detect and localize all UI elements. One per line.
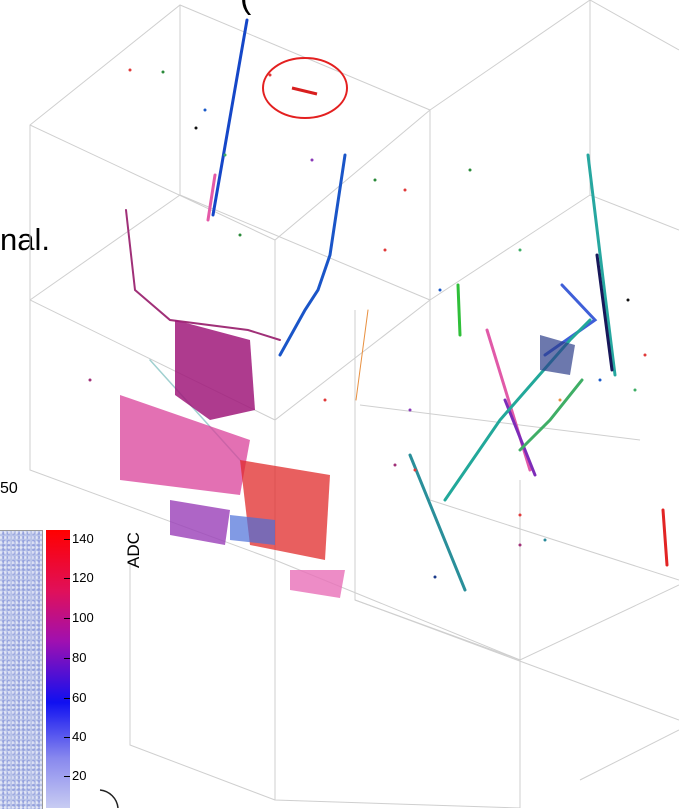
adc-colorbar [46,530,70,808]
scattered-hits [88,68,647,579]
axis-tick-label: 50 [0,480,18,497]
colorbar-tick: 60 [63,690,87,705]
highlighted-track [262,57,348,119]
adc-heatmap [0,530,43,809]
slide-left-text: nal. [0,222,50,257]
colorbar-tick: 100 [64,610,94,625]
colorbar-axis-label: ADC [124,532,143,568]
colorbar-tick: 140 [64,531,94,546]
colorbar-tick: 80 [63,650,87,665]
marker-circle [99,789,119,808]
colorbar-tick: 40 [63,729,87,744]
colorbar-tick: 20 [63,768,87,783]
shower-clusters [120,320,575,598]
particle-tracks [125,18,669,592]
colorbar-tick: 120 [64,570,94,585]
adc-colorbar-panel: 140 120 100 80 60 40 20 ADC [0,500,150,809]
slide-top-text: ( [240,0,252,17]
detector-wireframe [29,0,679,808]
